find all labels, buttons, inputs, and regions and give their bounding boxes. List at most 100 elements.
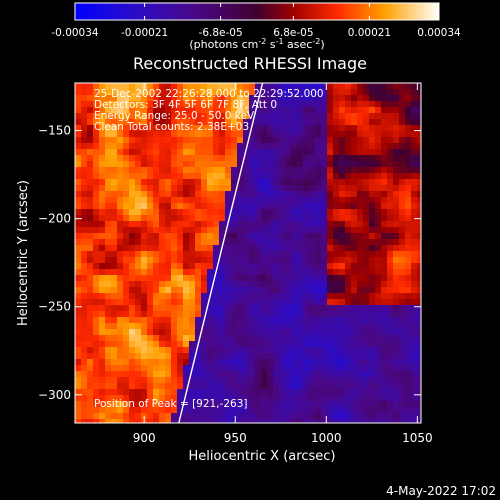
heatmap-cell bbox=[165, 251, 172, 258]
heatmap-cell bbox=[201, 401, 208, 408]
heatmap-cell bbox=[357, 107, 364, 114]
heatmap-cell bbox=[369, 419, 376, 423]
heatmap-cell bbox=[231, 161, 238, 168]
heatmap-cell bbox=[183, 107, 190, 114]
heatmap-cell bbox=[399, 95, 406, 102]
heatmap-cell bbox=[255, 299, 262, 306]
heatmap-cell bbox=[213, 203, 220, 210]
heatmap-cell bbox=[363, 383, 370, 390]
heatmap-cell bbox=[111, 191, 118, 198]
heatmap-cell bbox=[321, 95, 328, 102]
heatmap-cell bbox=[189, 203, 196, 210]
heatmap-cell bbox=[387, 323, 394, 330]
heatmap-cell bbox=[381, 275, 388, 282]
heatmap-cell bbox=[237, 209, 244, 216]
heatmap-cell bbox=[225, 155, 232, 162]
heatmap-cell bbox=[237, 131, 244, 138]
heatmap-cell bbox=[165, 413, 172, 420]
heatmap-cell bbox=[93, 239, 100, 246]
heatmap-cell bbox=[357, 239, 364, 246]
heatmap-cell bbox=[189, 389, 196, 396]
heatmap-cell bbox=[417, 305, 421, 312]
heatmap-cell bbox=[327, 155, 334, 162]
heatmap-cell bbox=[201, 407, 208, 414]
heatmap-cell bbox=[351, 101, 358, 108]
heatmap-cell bbox=[135, 389, 142, 396]
heatmap-cell bbox=[243, 137, 250, 144]
heatmap-cell bbox=[75, 317, 82, 324]
heatmap-cell bbox=[177, 305, 184, 312]
heatmap-cell bbox=[243, 161, 250, 168]
heatmap-cell bbox=[225, 113, 232, 120]
heatmap-cell bbox=[351, 251, 358, 258]
heatmap-cell bbox=[375, 101, 382, 108]
heatmap-cell bbox=[261, 107, 268, 114]
heatmap-cell bbox=[177, 323, 184, 330]
heatmap-cell bbox=[75, 179, 82, 186]
heatmap-cell bbox=[405, 83, 412, 90]
heatmap-cell bbox=[369, 167, 376, 174]
heatmap-cell bbox=[189, 263, 196, 270]
heatmap-cell bbox=[87, 341, 94, 348]
heatmap-cell bbox=[309, 131, 316, 138]
heatmap-cell bbox=[177, 377, 184, 384]
heatmap-cell bbox=[273, 371, 280, 378]
heatmap-cell bbox=[375, 233, 382, 240]
heatmap-cell bbox=[141, 197, 148, 204]
heatmap-cell bbox=[171, 281, 178, 288]
heatmap-cell bbox=[417, 293, 421, 300]
heatmap-cell bbox=[357, 407, 364, 414]
heatmap-cell bbox=[255, 377, 262, 384]
heatmap-cell bbox=[117, 161, 124, 168]
heatmap-cell bbox=[135, 245, 142, 252]
heatmap-cell bbox=[315, 365, 322, 372]
heatmap-cell bbox=[177, 335, 184, 342]
heatmap-cell bbox=[243, 233, 250, 240]
heatmap-cell bbox=[303, 263, 310, 270]
heatmap-cell bbox=[405, 113, 412, 120]
heatmap-cell bbox=[99, 89, 106, 96]
heatmap-cell bbox=[165, 281, 172, 288]
heatmap-cell bbox=[213, 281, 220, 288]
heatmap-cell bbox=[291, 365, 298, 372]
heatmap-cell bbox=[195, 371, 202, 378]
heatmap-cell bbox=[405, 131, 412, 138]
heatmap-cell bbox=[327, 293, 334, 300]
heatmap-cell bbox=[117, 101, 124, 108]
heatmap-cell bbox=[291, 227, 298, 234]
heatmap-cell bbox=[87, 323, 94, 330]
heatmap-cell bbox=[153, 347, 160, 354]
heatmap-cell bbox=[123, 341, 130, 348]
heatmap-cell bbox=[171, 221, 178, 228]
heatmap-cell bbox=[123, 83, 130, 90]
heatmap-cell bbox=[177, 281, 184, 288]
heatmap-cell bbox=[243, 317, 250, 324]
heatmap-cell bbox=[375, 347, 382, 354]
heatmap-cell bbox=[369, 131, 376, 138]
heatmap-cell bbox=[279, 173, 286, 180]
heatmap-cell bbox=[327, 83, 334, 90]
heatmap-cell bbox=[357, 347, 364, 354]
heatmap-cell bbox=[195, 413, 202, 420]
heatmap-cell bbox=[243, 215, 250, 222]
heatmap-cell bbox=[315, 221, 322, 228]
heatmap-cell bbox=[93, 155, 100, 162]
heatmap-cell bbox=[99, 119, 106, 126]
heatmap-cell bbox=[411, 257, 418, 264]
heatmap-cell bbox=[189, 107, 196, 114]
heatmap-cell bbox=[375, 359, 382, 366]
heatmap-cell bbox=[129, 305, 136, 312]
heatmap-cell bbox=[351, 185, 358, 192]
heatmap-cell bbox=[327, 197, 334, 204]
heatmap-cell bbox=[81, 89, 88, 96]
heatmap-cell bbox=[81, 389, 88, 396]
heatmap-cell bbox=[291, 317, 298, 324]
heatmap-cell bbox=[231, 329, 238, 336]
heatmap-cell bbox=[141, 209, 148, 216]
heatmap-cell bbox=[381, 395, 388, 402]
heatmap-cell bbox=[279, 317, 286, 324]
heatmap-cell bbox=[363, 275, 370, 282]
heatmap-cell bbox=[225, 335, 232, 342]
heatmap-cell bbox=[75, 89, 82, 96]
heatmap-cell bbox=[81, 143, 88, 150]
